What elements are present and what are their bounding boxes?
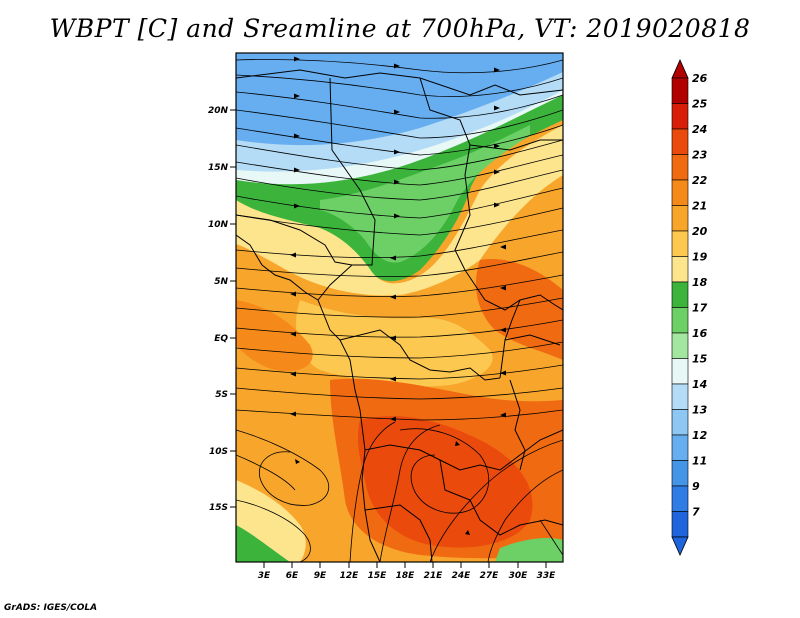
lat-tick-label: EQ bbox=[214, 334, 228, 344]
colorbar-label: 20 bbox=[692, 225, 708, 238]
colorbar-swatch bbox=[671, 256, 689, 283]
lat-tick-label: 15N bbox=[208, 163, 229, 173]
colorbar-label: 24 bbox=[692, 123, 707, 136]
field-se-green bbox=[495, 537, 563, 562]
lat-axis: 20N 15N 10N 5N EQ 5S 10S 15S bbox=[208, 106, 236, 513]
colorbar-swatch bbox=[671, 154, 689, 181]
field-green-light bbox=[320, 125, 530, 263]
colorbar-label: 9 bbox=[692, 480, 700, 493]
streamline-arrows bbox=[290, 56, 506, 535]
colorbar-swatch bbox=[671, 358, 689, 385]
lon-tick-label: 12E bbox=[340, 571, 360, 581]
field-north-lightblue bbox=[236, 72, 563, 185]
colorbar-swatch bbox=[671, 307, 689, 334]
colorbar-top-arrow bbox=[671, 59, 689, 79]
colorbar: 26 25 24 23 22 21 20 19 18 17 16 15 14 13 12 11 9 7 bbox=[671, 59, 708, 556]
chart-title: WBPT [C] and Sreamline at 700hPa, VT: 20… bbox=[49, 14, 751, 43]
lon-tick-label: 18E bbox=[396, 571, 416, 581]
colorbar-label: 19 bbox=[692, 251, 708, 264]
lat-tick-label: 20N bbox=[208, 106, 229, 116]
colorbar-swatch bbox=[671, 511, 689, 538]
lon-tick-label: 9E bbox=[314, 571, 327, 581]
lon-axis: 3E 6E 9E 12E 15E 18E 21E 24E 27E 30E 33E bbox=[258, 562, 556, 581]
colorbar-label: 23 bbox=[692, 149, 708, 162]
colorbar-label: 13 bbox=[692, 404, 708, 417]
colorbar-label: 18 bbox=[692, 276, 708, 289]
colorbar-label: 17 bbox=[692, 302, 708, 315]
field-red-west bbox=[236, 300, 313, 372]
colorbar-label: 11 bbox=[692, 455, 707, 468]
colorbar-swatch bbox=[671, 77, 689, 104]
colorbar-label: 25 bbox=[692, 98, 708, 111]
field-sw-yellow bbox=[236, 480, 306, 562]
colorbar-swatch bbox=[671, 179, 689, 206]
lon-tick-label: 30E bbox=[509, 571, 529, 581]
colorbar-bottom-arrow bbox=[671, 536, 689, 556]
lon-tick-label: 27E bbox=[480, 571, 500, 581]
colorbar-swatch bbox=[671, 103, 689, 130]
lat-tick-label: 10S bbox=[209, 447, 228, 457]
colorbar-swatch bbox=[671, 205, 689, 232]
colorbar-swatch bbox=[671, 383, 689, 410]
field-yellow-belt bbox=[236, 125, 563, 296]
field-north-white bbox=[236, 90, 563, 192]
lon-tick-label: 24E bbox=[452, 571, 472, 581]
colorbar-label: 16 bbox=[692, 327, 708, 340]
field-red-east bbox=[475, 259, 563, 360]
field-red-core bbox=[357, 416, 533, 548]
colorbar-label: 12 bbox=[692, 429, 708, 442]
lat-tick-label: 5S bbox=[215, 390, 228, 400]
colorbar-swatch bbox=[671, 230, 689, 257]
lon-tick-label: 6E bbox=[286, 571, 299, 581]
field-sw-green bbox=[236, 520, 300, 562]
colorbar-swatch bbox=[671, 485, 689, 512]
colorbar-label: 15 bbox=[692, 353, 708, 366]
map-field bbox=[236, 53, 563, 562]
lat-tick-label: 10N bbox=[208, 220, 229, 230]
colorbar-swatch bbox=[671, 409, 689, 436]
colorbar-swatch bbox=[671, 460, 689, 487]
lon-tick-label: 21E bbox=[424, 571, 444, 581]
colorbar-label: 21 bbox=[692, 200, 707, 213]
colorbar-swatch bbox=[671, 434, 689, 461]
colorbar-label: 14 bbox=[692, 378, 707, 391]
colorbar-swatch bbox=[671, 128, 689, 155]
colorbar-swatch bbox=[671, 281, 689, 308]
map-frame bbox=[235, 52, 564, 563]
colorbar-swatch bbox=[671, 332, 689, 359]
colorbar-label: 7 bbox=[692, 506, 700, 519]
grads-credit: GrADS: IGES/COLA bbox=[4, 603, 98, 613]
lat-tick-label: 15S bbox=[209, 503, 228, 513]
lon-tick-label: 33E bbox=[537, 571, 557, 581]
colorbar-label: 22 bbox=[692, 174, 708, 187]
lat-tick-label: 5N bbox=[214, 277, 228, 287]
lon-tick-label: 3E bbox=[258, 571, 271, 581]
field-yellow-center bbox=[296, 300, 493, 387]
colorbar-label: 26 bbox=[692, 72, 708, 85]
lon-tick-label: 15E bbox=[368, 571, 388, 581]
